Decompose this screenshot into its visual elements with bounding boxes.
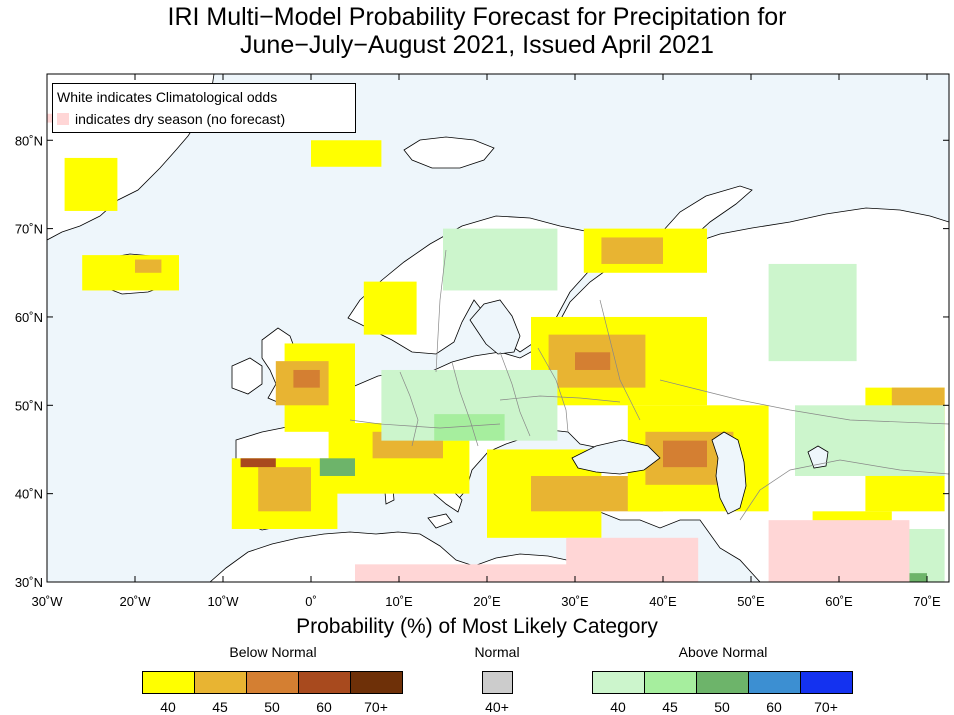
legend-note-box: White indicates Climatological odds indi… — [52, 83, 356, 133]
latitude-ticks: 80˚N 70˚N 60˚N 50˚N 40˚N 30˚N — [15, 133, 949, 590]
forecast-region-dry — [47, 113, 56, 123]
latitude-tick-label: 80˚N — [15, 133, 43, 148]
dry-season-note: indicates dry season (no forecast) — [57, 111, 285, 127]
legend-swatch — [592, 671, 645, 694]
legend-swatch — [748, 671, 801, 694]
legend-title: Probability (%) of Most Likely Category — [296, 615, 658, 638]
legend-swatch-label: 50 — [714, 699, 730, 715]
legend-swatch — [644, 671, 697, 694]
legend-swatch — [194, 671, 247, 694]
legend-swatch-label: 45 — [212, 699, 228, 715]
legend-swatch-label: 40+ — [485, 699, 509, 715]
forecast-region-above — [909, 573, 927, 582]
latitude-tick-label: 70˚N — [15, 222, 43, 237]
legend-swatch-label: 70+ — [814, 699, 838, 715]
forecast-region-below — [82, 255, 179, 291]
latitude-tick-label: 50˚N — [15, 398, 43, 413]
svalbard-landmass — [403, 136, 495, 169]
legend-swatch — [800, 671, 853, 694]
forecast-region-below — [663, 440, 707, 468]
latitude-tick-label: 40˚N — [15, 487, 43, 502]
legend-swatch — [482, 671, 513, 694]
longitude-tick-label: 40˚E — [649, 594, 677, 609]
legend-swatch — [298, 671, 351, 694]
forecast-region-below — [293, 369, 320, 388]
country-borders — [349, 249, 949, 521]
longitude-tick-label: 30˚E — [561, 594, 589, 609]
map-title-line2: June−July−August 2021, Issued April 2021 — [240, 31, 714, 59]
latitude-tick-label: 30˚N — [15, 575, 43, 590]
forecast-region-below — [575, 352, 611, 370]
legend-swatch — [696, 671, 749, 694]
legend-swatch-label: 70+ — [364, 699, 388, 715]
ireland-landmass — [231, 357, 263, 395]
baltic-sea — [469, 299, 521, 355]
longitude-tick-label: 30˚W — [31, 594, 63, 609]
sicily-island — [427, 513, 453, 529]
legend-swatch-label: 60 — [766, 699, 782, 715]
above-normal-heading: Above Normal — [678, 644, 768, 660]
below-normal-heading: Below Normal — [229, 644, 317, 660]
legend-swatch-label: 40 — [610, 699, 626, 715]
forecast-region-dry — [355, 564, 575, 582]
map-title-line1: IRI Multi−Model Probability Forecast for… — [167, 3, 787, 31]
legend-swatch-label: 60 — [316, 699, 332, 715]
forecast-region-below — [363, 281, 417, 335]
legend-swatch — [350, 671, 403, 694]
forecast-region-dry — [768, 520, 910, 582]
inland-sea-layer — [469, 299, 829, 515]
forecast-region-above — [319, 458, 355, 476]
forecast-region-below — [311, 140, 382, 167]
dry-season-swatch — [57, 113, 69, 125]
longitude-tick-label: 10˚E — [385, 594, 413, 609]
legend-swatch-label: 40 — [160, 699, 176, 715]
latitude-tick-label: 60˚N — [15, 310, 43, 325]
dry-season-note-text: indicates dry season (no forecast) — [75, 111, 286, 127]
map-frame — [46, 73, 950, 583]
longitude-tick-label: 20˚E — [473, 594, 501, 609]
forecast-region-below — [240, 458, 276, 468]
longitude-tick-label: 70˚E — [913, 594, 941, 609]
climatology-note: White indicates Climatological odds — [57, 89, 278, 105]
forecast-region-above — [443, 228, 558, 291]
forecast-region-below — [64, 157, 118, 211]
forecast-region-below — [601, 237, 663, 264]
legend-swatch — [246, 671, 299, 694]
forecast-region-dry — [566, 537, 699, 582]
longitude-ticks: 30˚W 20˚W 10˚W 0˚ 10˚E 20˚E 30˚E 40˚E 50˚E 60˚E 70… — [31, 74, 941, 609]
legend-swatch-label: 45 — [662, 699, 678, 715]
longitude-tick-label: 0˚ — [305, 594, 317, 609]
legend-swatch-label: 50 — [264, 699, 280, 715]
forecast-region-above — [768, 263, 857, 362]
black-sea — [571, 439, 661, 475]
forecast-region-below — [258, 467, 311, 512]
caspian-sea — [711, 431, 747, 515]
legend-swatch — [142, 671, 195, 694]
longitude-tick-label: 60˚E — [825, 594, 853, 609]
normal-heading: Normal — [474, 644, 520, 660]
longitude-tick-label: 50˚E — [737, 594, 765, 609]
longitude-tick-label: 20˚W — [119, 594, 151, 609]
forecast-region-below — [135, 259, 162, 273]
longitude-tick-label: 10˚W — [207, 594, 239, 609]
